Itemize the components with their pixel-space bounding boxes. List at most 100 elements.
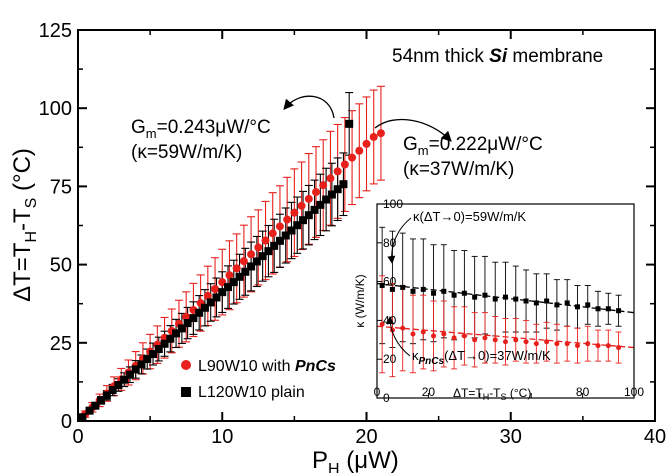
inset-data-point-plain bbox=[533, 300, 539, 306]
chart-annotation-title: 54nm thick Si membrane bbox=[392, 46, 603, 67]
data-point-pncs bbox=[261, 236, 270, 245]
data-point-plain bbox=[241, 267, 250, 276]
annotation-gm-plain: Gm=0.243μW/°C bbox=[131, 117, 271, 141]
data-point-plain bbox=[304, 211, 313, 220]
y-tick-label: 25 bbox=[50, 333, 72, 355]
data-point-pncs bbox=[225, 271, 234, 280]
data-point-plain bbox=[287, 226, 296, 235]
data-point-plain bbox=[189, 314, 198, 323]
inset-data-point-pncs bbox=[523, 339, 529, 345]
inset-data-point-pncs bbox=[533, 341, 539, 347]
data-point-pncs bbox=[319, 181, 328, 190]
data-point-plain bbox=[281, 231, 290, 240]
data-point-pncs bbox=[312, 188, 321, 197]
inset-annotation-kappa-pncs: κPnCs(ΔT→0)=37W/m/K bbox=[412, 348, 551, 367]
data-point-pncs bbox=[369, 132, 378, 141]
data-point-plain bbox=[252, 257, 261, 266]
x-tick-label: 40 bbox=[644, 426, 666, 448]
inset-data-point-plain bbox=[400, 284, 406, 290]
data-point-plain bbox=[172, 329, 181, 338]
inset-data-point-plain bbox=[554, 302, 560, 308]
data-point-plain bbox=[235, 272, 244, 281]
data-point-plain bbox=[316, 200, 325, 209]
inset-data-point-plain bbox=[472, 294, 478, 300]
inset-data-point-plain bbox=[379, 282, 385, 288]
inset-data-point-plain bbox=[420, 286, 426, 292]
inset-x-tick-label: 20 bbox=[422, 385, 436, 399]
data-point-plain bbox=[85, 406, 94, 415]
inset-y-tick-label: 0 bbox=[383, 391, 390, 405]
inset-data-point-plain bbox=[410, 288, 416, 294]
inset-data-point-plain bbox=[574, 304, 580, 310]
data-point-pncs bbox=[203, 291, 212, 300]
data-point-plain bbox=[97, 396, 106, 405]
legend-marker-plain bbox=[181, 387, 191, 397]
data-point-plain bbox=[200, 303, 209, 312]
data-point-plain bbox=[177, 324, 186, 333]
inset-data-point-pncs bbox=[503, 339, 508, 345]
data-point-plain bbox=[143, 355, 152, 364]
inset-arrow-plain bbox=[387, 217, 412, 264]
data-point-pncs bbox=[348, 153, 357, 162]
data-point-plain bbox=[166, 334, 175, 343]
data-point-pncs bbox=[297, 201, 306, 210]
data-point-plain bbox=[270, 241, 279, 250]
inset-x-tick-label: 80 bbox=[576, 385, 590, 399]
data-point-plain bbox=[339, 180, 348, 189]
inset-data-point-plain bbox=[513, 296, 519, 302]
data-point-plain bbox=[333, 185, 342, 194]
inset-data-point-pncs bbox=[574, 343, 580, 349]
data-point-pncs bbox=[182, 312, 191, 321]
data-point-plain bbox=[78, 413, 87, 422]
y-tick-label: 125 bbox=[39, 20, 72, 42]
inset-data-point-plain bbox=[492, 296, 498, 302]
inset-x-tick-label: 0 bbox=[374, 385, 381, 399]
inset-data-point-pncs bbox=[472, 337, 478, 343]
data-point-plain bbox=[160, 339, 169, 348]
inset-data-point-pncs bbox=[492, 337, 498, 343]
inset-y-tick-label: 80 bbox=[383, 236, 397, 250]
inset-data-point-plain bbox=[441, 288, 447, 294]
data-point-plain bbox=[310, 205, 319, 214]
data-point-plain bbox=[212, 293, 221, 302]
inset-data-point-plain bbox=[389, 286, 395, 292]
inset-arrow-pncs bbox=[386, 316, 411, 357]
inset-data-point-pncs bbox=[482, 335, 488, 341]
inset-data-point-plain bbox=[605, 306, 611, 312]
y-tick-label: 0 bbox=[61, 411, 72, 433]
data-point-plain bbox=[218, 288, 227, 297]
inset-data-point-pncs bbox=[595, 343, 601, 349]
data-point-pncs bbox=[211, 284, 220, 293]
y-tick-label: 75 bbox=[50, 176, 72, 198]
inset-y-axis-title: κ (W/m/K) bbox=[353, 274, 367, 327]
data-point-plain bbox=[91, 401, 100, 410]
data-point-plain bbox=[120, 375, 129, 384]
data-point-plain bbox=[258, 252, 267, 261]
data-point-pncs bbox=[333, 167, 342, 176]
inset-data-point-pncs bbox=[410, 331, 416, 337]
inset-x-axis-title: ΔT=TH-TS (°C) bbox=[453, 386, 531, 402]
inset-data-point-pncs bbox=[451, 335, 457, 341]
data-point-plain bbox=[322, 195, 331, 204]
annotation-kappa-plain: (κ=59W/m/K) bbox=[131, 142, 242, 163]
inset-y-tick-label: 20 bbox=[383, 352, 397, 366]
annotation-kappa-pncs: (κ=37W/m/K) bbox=[403, 159, 514, 180]
x-tick-label: 20 bbox=[355, 426, 377, 448]
inset-data-point-plain bbox=[431, 290, 437, 296]
inset-data-point-pncs bbox=[379, 321, 385, 327]
data-point-plain bbox=[154, 345, 163, 354]
data-point-plain bbox=[345, 119, 354, 128]
data-point-plain bbox=[108, 386, 117, 395]
x-tick-label: 30 bbox=[500, 426, 522, 448]
y-tick-label: 50 bbox=[50, 255, 72, 277]
main-data-layer bbox=[78, 85, 385, 422]
inset-data-point-pncs bbox=[400, 325, 406, 331]
annotation-gm-pncs: Gm=0.222μW/°C bbox=[403, 134, 543, 158]
data-point-plain bbox=[125, 370, 134, 379]
data-point-plain bbox=[275, 236, 284, 245]
data-point-plain bbox=[293, 221, 302, 230]
data-point-pncs bbox=[304, 194, 313, 203]
legend: L90W10 with PnCs L120W10 plain bbox=[181, 358, 336, 401]
data-point-plain bbox=[299, 216, 308, 225]
inset-x-tick-label: 100 bbox=[624, 385, 644, 399]
